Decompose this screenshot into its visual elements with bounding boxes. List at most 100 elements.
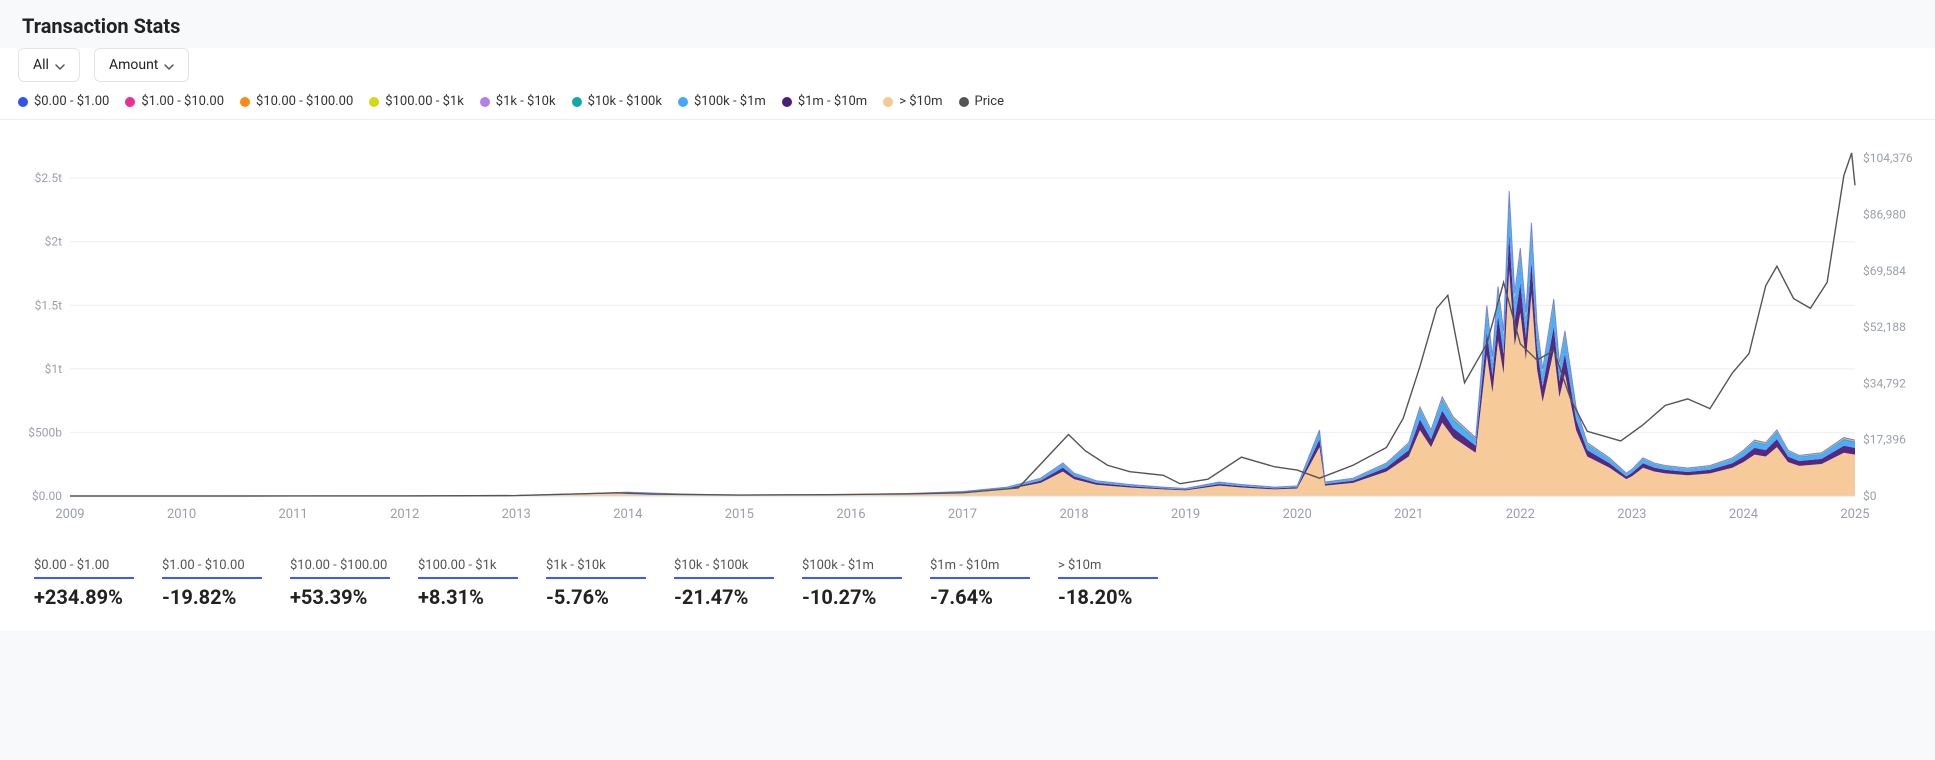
legend-dot-icon — [883, 97, 893, 107]
controls-row: All Amount — [0, 48, 1935, 92]
stat-item[interactable]: $100.00 - $1k +8.31% — [418, 558, 518, 609]
svg-text:2009: 2009 — [55, 507, 84, 522]
legend-dot-icon — [480, 97, 490, 107]
stat-value: -10.27% — [802, 585, 902, 609]
legend-item-label: > $10m — [899, 94, 942, 109]
stat-label: $1m - $10m — [930, 558, 1030, 579]
svg-text:$1t: $1t — [45, 362, 62, 376]
chart-area: $0.00 $500b $1t $1.5t $2t $2.5t $0 $17,396 $34,7… — [0, 120, 1935, 540]
legend-dot-icon — [782, 97, 792, 107]
stat-item[interactable]: $1m - $10m -7.64% — [930, 558, 1030, 609]
stat-value: +8.31% — [418, 585, 518, 609]
legend-dot-icon — [240, 97, 250, 107]
svg-text:2019: 2019 — [1171, 507, 1200, 522]
legend-item-label: $10.00 - $100.00 — [256, 94, 353, 109]
legend-item[interactable]: > $10m — [883, 94, 942, 109]
stat-item[interactable]: $100k - $1m -10.27% — [802, 558, 902, 609]
stat-value: +234.89% — [34, 585, 134, 609]
svg-text:$17,396: $17,396 — [1863, 433, 1906, 447]
stat-item[interactable]: $10k - $100k -21.47% — [674, 558, 774, 609]
bottom-stats-row: $0.00 - $1.00+234.89% $1.00 - $10.00 -19.8… — [0, 540, 1935, 631]
svg-text:2018: 2018 — [1059, 507, 1088, 522]
svg-text:2024: 2024 — [1729, 507, 1759, 522]
chevron-down-icon — [55, 60, 65, 70]
svg-text:2020: 2020 — [1283, 507, 1312, 522]
stat-value: -5.76% — [546, 585, 646, 609]
svg-text:$2.5t: $2.5t — [35, 171, 62, 185]
transaction-chart[interactable]: $0.00 $500b $1t $1.5t $2t $2.5t $0 $17,396 $34,7… — [0, 120, 1935, 540]
legend-dot-icon — [959, 97, 969, 107]
stat-value: -21.47% — [674, 585, 774, 609]
svg-text:$69,584: $69,584 — [1863, 264, 1906, 278]
metric-dropdown[interactable]: Amount — [94, 48, 189, 82]
svg-text:2016: 2016 — [836, 507, 865, 522]
svg-text:2023: 2023 — [1617, 507, 1646, 522]
stat-label: $10k - $100k — [674, 558, 774, 579]
title-row: Transaction Stats — [0, 0, 1935, 48]
legend-dot-icon — [678, 97, 688, 107]
svg-text:$0: $0 — [1863, 489, 1877, 503]
legend-item[interactable]: $100.00 - $1k — [369, 94, 464, 109]
legend-dot-icon — [125, 97, 135, 107]
svg-text:2025: 2025 — [1840, 507, 1869, 522]
range-dropdown[interactable]: All — [18, 48, 80, 82]
svg-text:$1.5t: $1.5t — [35, 298, 62, 312]
stat-label: $1.00 - $10.00 — [162, 558, 262, 579]
stat-label: $1k - $10k — [546, 558, 646, 579]
legend-item[interactable]: $1.00 - $10.00 — [125, 94, 224, 109]
legend-item-label: $0.00 - $1.00 — [34, 94, 109, 109]
stat-label: $100k - $1m — [802, 558, 902, 579]
stat-item[interactable]: $1k - $10k -5.76% — [546, 558, 646, 609]
stat-value: +53.39% — [290, 585, 390, 609]
legend-row: $0.00 - $1.00 $1.00 - $10.00 $10.00 - $100… — [0, 92, 1935, 120]
legend-item[interactable]: $0.00 - $1.00 — [18, 94, 109, 109]
svg-text:2011: 2011 — [279, 507, 308, 522]
svg-text:2014: 2014 — [613, 507, 643, 522]
legend-item[interactable]: $1k - $10k — [480, 94, 556, 109]
transaction-stats-panel: Transaction Stats All Amount $0.00 - $1.… — [0, 0, 1935, 631]
svg-text:$0.00: $0.00 — [32, 489, 62, 503]
legend-item-label: Price — [975, 94, 1004, 109]
stat-item[interactable]: $0.00 - $1.00+234.89% — [34, 558, 134, 609]
legend-item[interactable]: Price — [959, 94, 1004, 109]
stat-item[interactable]: $10.00 - $100.00 +53.39% — [290, 558, 390, 609]
stat-value: -18.20% — [1058, 585, 1158, 609]
legend-item[interactable]: $10k - $100k — [572, 94, 662, 109]
metric-dropdown-label: Amount — [109, 57, 158, 73]
svg-text:2022: 2022 — [1506, 507, 1535, 522]
legend-item-label: $1.00 - $10.00 — [141, 94, 224, 109]
stat-item[interactable]: > $10m -18.20% — [1058, 558, 1158, 609]
legend-item-label: $10k - $100k — [588, 94, 662, 109]
svg-text:$500b: $500b — [28, 425, 62, 439]
svg-text:2010: 2010 — [167, 507, 196, 522]
legend-dot-icon — [572, 97, 582, 107]
legend-dot-icon — [369, 97, 379, 107]
svg-text:$104,376: $104,376 — [1863, 151, 1913, 165]
svg-text:$86,980: $86,980 — [1863, 208, 1906, 222]
chevron-down-icon — [164, 60, 174, 70]
svg-text:2013: 2013 — [502, 507, 531, 522]
legend-item-label: $100k - $1m — [694, 94, 766, 109]
stat-value: -7.64% — [930, 585, 1030, 609]
legend-item-label: $1m - $10m — [798, 94, 867, 109]
svg-text:2012: 2012 — [390, 507, 419, 522]
legend-item[interactable]: $100k - $1m — [678, 94, 766, 109]
svg-text:$52,188: $52,188 — [1863, 320, 1906, 334]
legend-item-label: $1k - $10k — [496, 94, 556, 109]
stat-value: -19.82% — [162, 585, 262, 609]
stat-label: $10.00 - $100.00 — [290, 558, 390, 579]
svg-text:2015: 2015 — [725, 507, 754, 522]
svg-text:2017: 2017 — [948, 507, 977, 522]
stat-label: > $10m — [1058, 558, 1158, 579]
legend-item-label: $100.00 - $1k — [385, 94, 464, 109]
stat-label: $100.00 - $1k — [418, 558, 518, 579]
panel-title: Transaction Stats — [22, 14, 1913, 38]
svg-text:2021: 2021 — [1394, 507, 1423, 522]
legend-item[interactable]: $10.00 - $100.00 — [240, 94, 353, 109]
svg-text:$34,792: $34,792 — [1863, 376, 1906, 390]
legend-item[interactable]: $1m - $10m — [782, 94, 867, 109]
stat-item[interactable]: $1.00 - $10.00 -19.82% — [162, 558, 262, 609]
svg-text:$2t: $2t — [45, 235, 62, 249]
legend-dot-icon — [18, 97, 28, 107]
range-dropdown-label: All — [33, 57, 49, 73]
